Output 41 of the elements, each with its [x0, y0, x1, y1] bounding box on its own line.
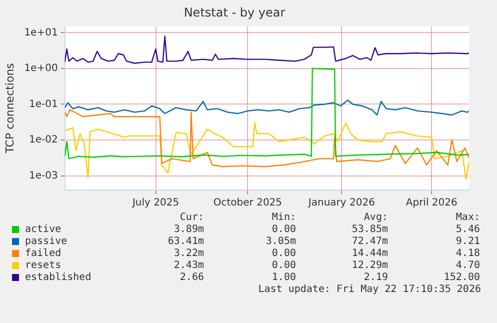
y-tick-label: 1e+00	[24, 63, 58, 74]
legend-label: resets	[25, 260, 62, 270]
text: 2.19	[362, 272, 388, 282]
text: 2.66	[178, 272, 204, 282]
text: 53.85m	[350, 224, 388, 234]
text: 152.00	[442, 272, 480, 282]
text: 9.21	[454, 236, 480, 246]
text: Avg:	[362, 212, 388, 223]
legend-label: established	[25, 272, 92, 282]
y-tick-label: 1e-03	[28, 170, 58, 182]
text: 3.89m	[172, 224, 204, 234]
legend-label: failed	[25, 248, 62, 258]
text: 5.46	[454, 224, 480, 234]
text: 63.41m	[166, 236, 204, 246]
text: 72.47m	[350, 236, 388, 246]
x-tick-label: January 2026	[307, 198, 375, 209]
legend-label: passive	[25, 236, 68, 246]
text: 4.18	[454, 248, 480, 258]
text: 4.70	[454, 260, 480, 270]
y-axis-title: TCP connections	[3, 62, 16, 154]
text: 0.00	[270, 224, 296, 234]
text: 1.00	[270, 272, 296, 282]
x-tick-label: October 2025	[213, 198, 282, 209]
text: 3.05m	[264, 236, 296, 246]
text: 0.00	[270, 260, 296, 270]
text: 0.00	[270, 248, 296, 258]
text: Max:	[454, 212, 480, 223]
text: 12.29m	[350, 260, 388, 270]
y-tick-label: 1e-01	[28, 98, 58, 110]
chart-title: Netstat - by year	[184, 5, 286, 20]
y-tick-label: 1e+01	[24, 27, 58, 38]
text: Cur:	[178, 212, 204, 223]
x-tick-label: July 2025	[131, 198, 180, 209]
text: Min:	[270, 212, 296, 223]
x-tick-label: April 2026	[406, 198, 458, 209]
text: 3.22m	[172, 248, 204, 258]
legend-label: active	[25, 224, 62, 234]
text: 14.44m	[350, 248, 388, 258]
text: 2.43m	[172, 260, 204, 270]
y-tick-label: 1e-02	[28, 134, 58, 146]
text: Last update: Fri May 22 17:10:35 2026	[257, 284, 482, 295]
